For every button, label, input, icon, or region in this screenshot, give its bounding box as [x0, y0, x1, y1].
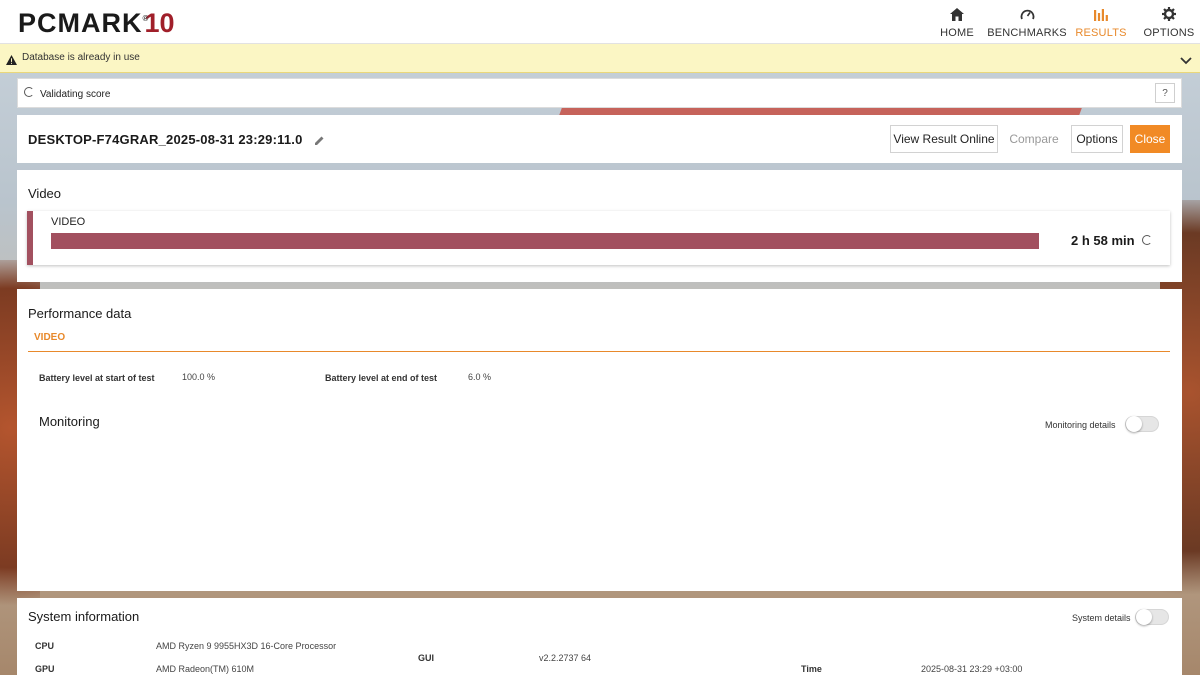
loading-spinner-icon [24, 87, 34, 97]
logo-number: ® 10 [143, 8, 175, 38]
validating-panel: Validating score ? [17, 78, 1182, 108]
system-information-section: System information System details CPU AM… [17, 598, 1182, 675]
nav-benchmarks[interactable]: BENCHMARKS [987, 0, 1067, 44]
logo-number-text: 10 [144, 8, 175, 38]
score-loading-spinner-icon [1142, 235, 1152, 245]
compare-button[interactable]: Compare [1004, 125, 1064, 153]
logo-registered-mark: ® [142, 14, 149, 23]
nav-results[interactable]: RESULTS [1064, 0, 1138, 44]
result-title: DESKTOP-F74GRAR_2025-08-31 23:29:11.0 [28, 132, 303, 147]
toggle-knob [1126, 416, 1142, 432]
performance-data-title: Performance data [28, 306, 132, 321]
top-bar: PCMARK ® 10 HOME BENCHMARKS RESULTS [0, 0, 1200, 44]
gpu-value: AMD Radeon(TM) 610M [156, 664, 255, 674]
gpu-label: GPU [35, 664, 55, 674]
battery-end-label: Battery level at end of test [325, 373, 438, 383]
tab-video[interactable]: VIDEO [34, 332, 66, 343]
edit-pencil-icon[interactable] [314, 133, 325, 151]
nav-home-label: HOME [940, 27, 974, 39]
toggle-knob [1136, 609, 1152, 625]
monitoring-details-toggle[interactable] [1125, 416, 1159, 432]
app-logo: PCMARK ® 10 [18, 8, 175, 38]
cpu-value: AMD Ryzen 9 9955HX3D 16-Core Processor [156, 641, 337, 651]
cpu-label: CPU [35, 641, 55, 651]
bar-chart-icon [1094, 6, 1108, 22]
logo-text: PCMARK [18, 8, 143, 38]
time-value: 2025-08-31 23:29 +03:00 [921, 664, 1023, 674]
warning-icon [6, 52, 17, 70]
warning-banner: Database is already in use [0, 44, 1200, 73]
battery-start-label: Battery level at start of test [39, 373, 155, 383]
nav-home[interactable]: HOME [924, 0, 990, 44]
nav-results-label: RESULTS [1075, 27, 1127, 39]
chevron-down-icon[interactable] [1180, 52, 1192, 70]
close-button[interactable]: Close [1130, 125, 1170, 153]
warning-text: Database is already in use [22, 52, 140, 63]
system-information-title: System information [28, 609, 140, 624]
monitoring-details-label: Monitoring details [1045, 420, 1116, 430]
tab-underline [28, 351, 1170, 352]
gui-value: v2.2.2737 64 [539, 653, 592, 663]
performance-data-section: Performance data VIDEO Battery level at … [17, 289, 1182, 591]
gui-label: GUI [418, 653, 435, 663]
options-button[interactable]: Options [1071, 125, 1123, 153]
video-score-card: VIDEO 2 h 58 min [27, 211, 1170, 265]
help-button[interactable]: ? [1155, 83, 1175, 103]
validating-text: Validating score [40, 89, 111, 100]
view-result-online-button[interactable]: View Result Online [890, 125, 998, 153]
system-details-label: System details [1072, 613, 1131, 623]
video-section: Video VIDEO 2 h 58 min [17, 170, 1182, 282]
nav-options[interactable]: OPTIONS [1138, 0, 1200, 44]
gauge-icon [1020, 6, 1035, 22]
video-card-label: VIDEO [51, 216, 86, 228]
video-score-value: 2 h 58 min [1071, 233, 1135, 248]
nav-benchmarks-label: BENCHMARKS [987, 27, 1067, 39]
main-nav: HOME BENCHMARKS RESULTS OPTIONS [924, 0, 1200, 44]
monitoring-title: Monitoring [39, 414, 100, 429]
result-header: DESKTOP-F74GRAR_2025-08-31 23:29:11.0 Vi… [17, 115, 1182, 163]
video-section-title: Video [28, 186, 62, 201]
nav-options-label: OPTIONS [1143, 27, 1195, 39]
gear-icon [1162, 6, 1176, 22]
battery-end-value: 6.0 % [468, 372, 492, 382]
time-label: Time [801, 664, 822, 674]
battery-start-value: 100.0 % [182, 372, 216, 382]
system-details-toggle[interactable] [1135, 609, 1169, 625]
video-score-bar [51, 233, 1039, 249]
home-icon [950, 6, 964, 22]
